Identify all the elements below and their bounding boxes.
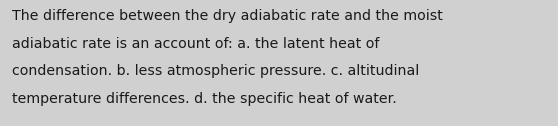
Text: temperature differences. d. the specific heat of water.: temperature differences. d. the specific… [12, 92, 397, 106]
Text: adiabatic rate is an account of: a. the latent heat of: adiabatic rate is an account of: a. the … [12, 37, 379, 51]
Text: The difference between the dry adiabatic rate and the moist: The difference between the dry adiabatic… [12, 9, 443, 23]
Text: condensation. b. less atmospheric pressure. c. altitudinal: condensation. b. less atmospheric pressu… [12, 64, 420, 78]
